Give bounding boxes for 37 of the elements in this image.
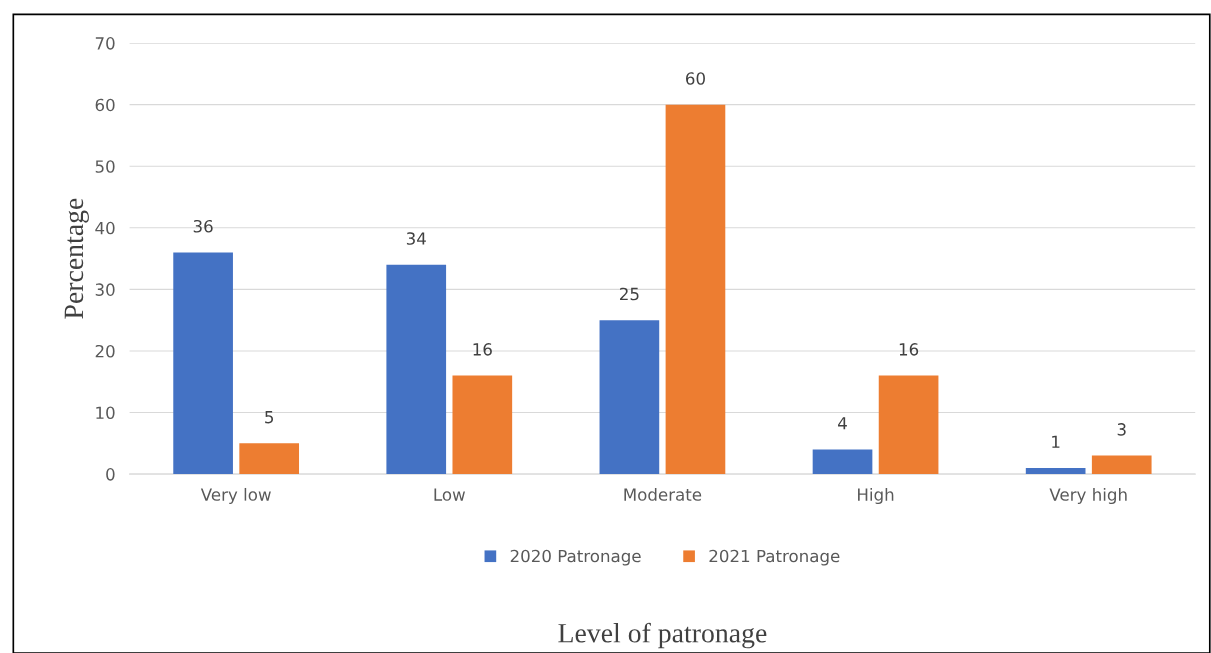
bar [1091, 455, 1152, 475]
bar [599, 320, 660, 475]
bar [878, 375, 939, 475]
bar [665, 104, 726, 475]
y-tick-label: 60 [95, 98, 115, 112]
y-tick-label: 0 [106, 468, 115, 481]
bar [173, 252, 233, 475]
data-label: 4 [838, 417, 847, 430]
x-tick-label: High [858, 487, 894, 505]
data-label: 25 [620, 287, 639, 301]
data-label: 60 [686, 72, 705, 85]
x-tick-label: Very high [1049, 487, 1127, 505]
y-tick-label: 70 [95, 37, 115, 50]
x-tick-label: Very low [200, 487, 271, 505]
data-label: 3 [1117, 423, 1126, 436]
bar [812, 449, 873, 475]
y-tick-label: 30 [95, 283, 115, 296]
bar [386, 264, 447, 475]
data-label: 1 [1052, 435, 1060, 448]
legend-label: 2021 Patronage [709, 549, 840, 566]
bar [1025, 467, 1086, 475]
y-tick-label: 40 [95, 221, 115, 235]
x-tick-label: Moderate [624, 487, 702, 501]
y-tick-label: 20 [95, 344, 115, 358]
data-label: 34 [406, 232, 426, 245]
data-label: 16 [899, 343, 919, 356]
x-tick-label: Low [434, 488, 465, 501]
y-axis-title: Percentage [64, 198, 89, 319]
y-tick-label: 10 [96, 406, 115, 420]
bar [452, 375, 513, 475]
data-label: 16 [473, 343, 492, 356]
y-tick-label: 50 [95, 160, 115, 173]
x-axis-title: Level of patronage [558, 622, 767, 649]
bar [239, 443, 300, 475]
data-label: 36 [193, 219, 213, 233]
legend-label: 2020 Patronage [510, 549, 641, 566]
data-label: 5 [265, 411, 274, 424]
